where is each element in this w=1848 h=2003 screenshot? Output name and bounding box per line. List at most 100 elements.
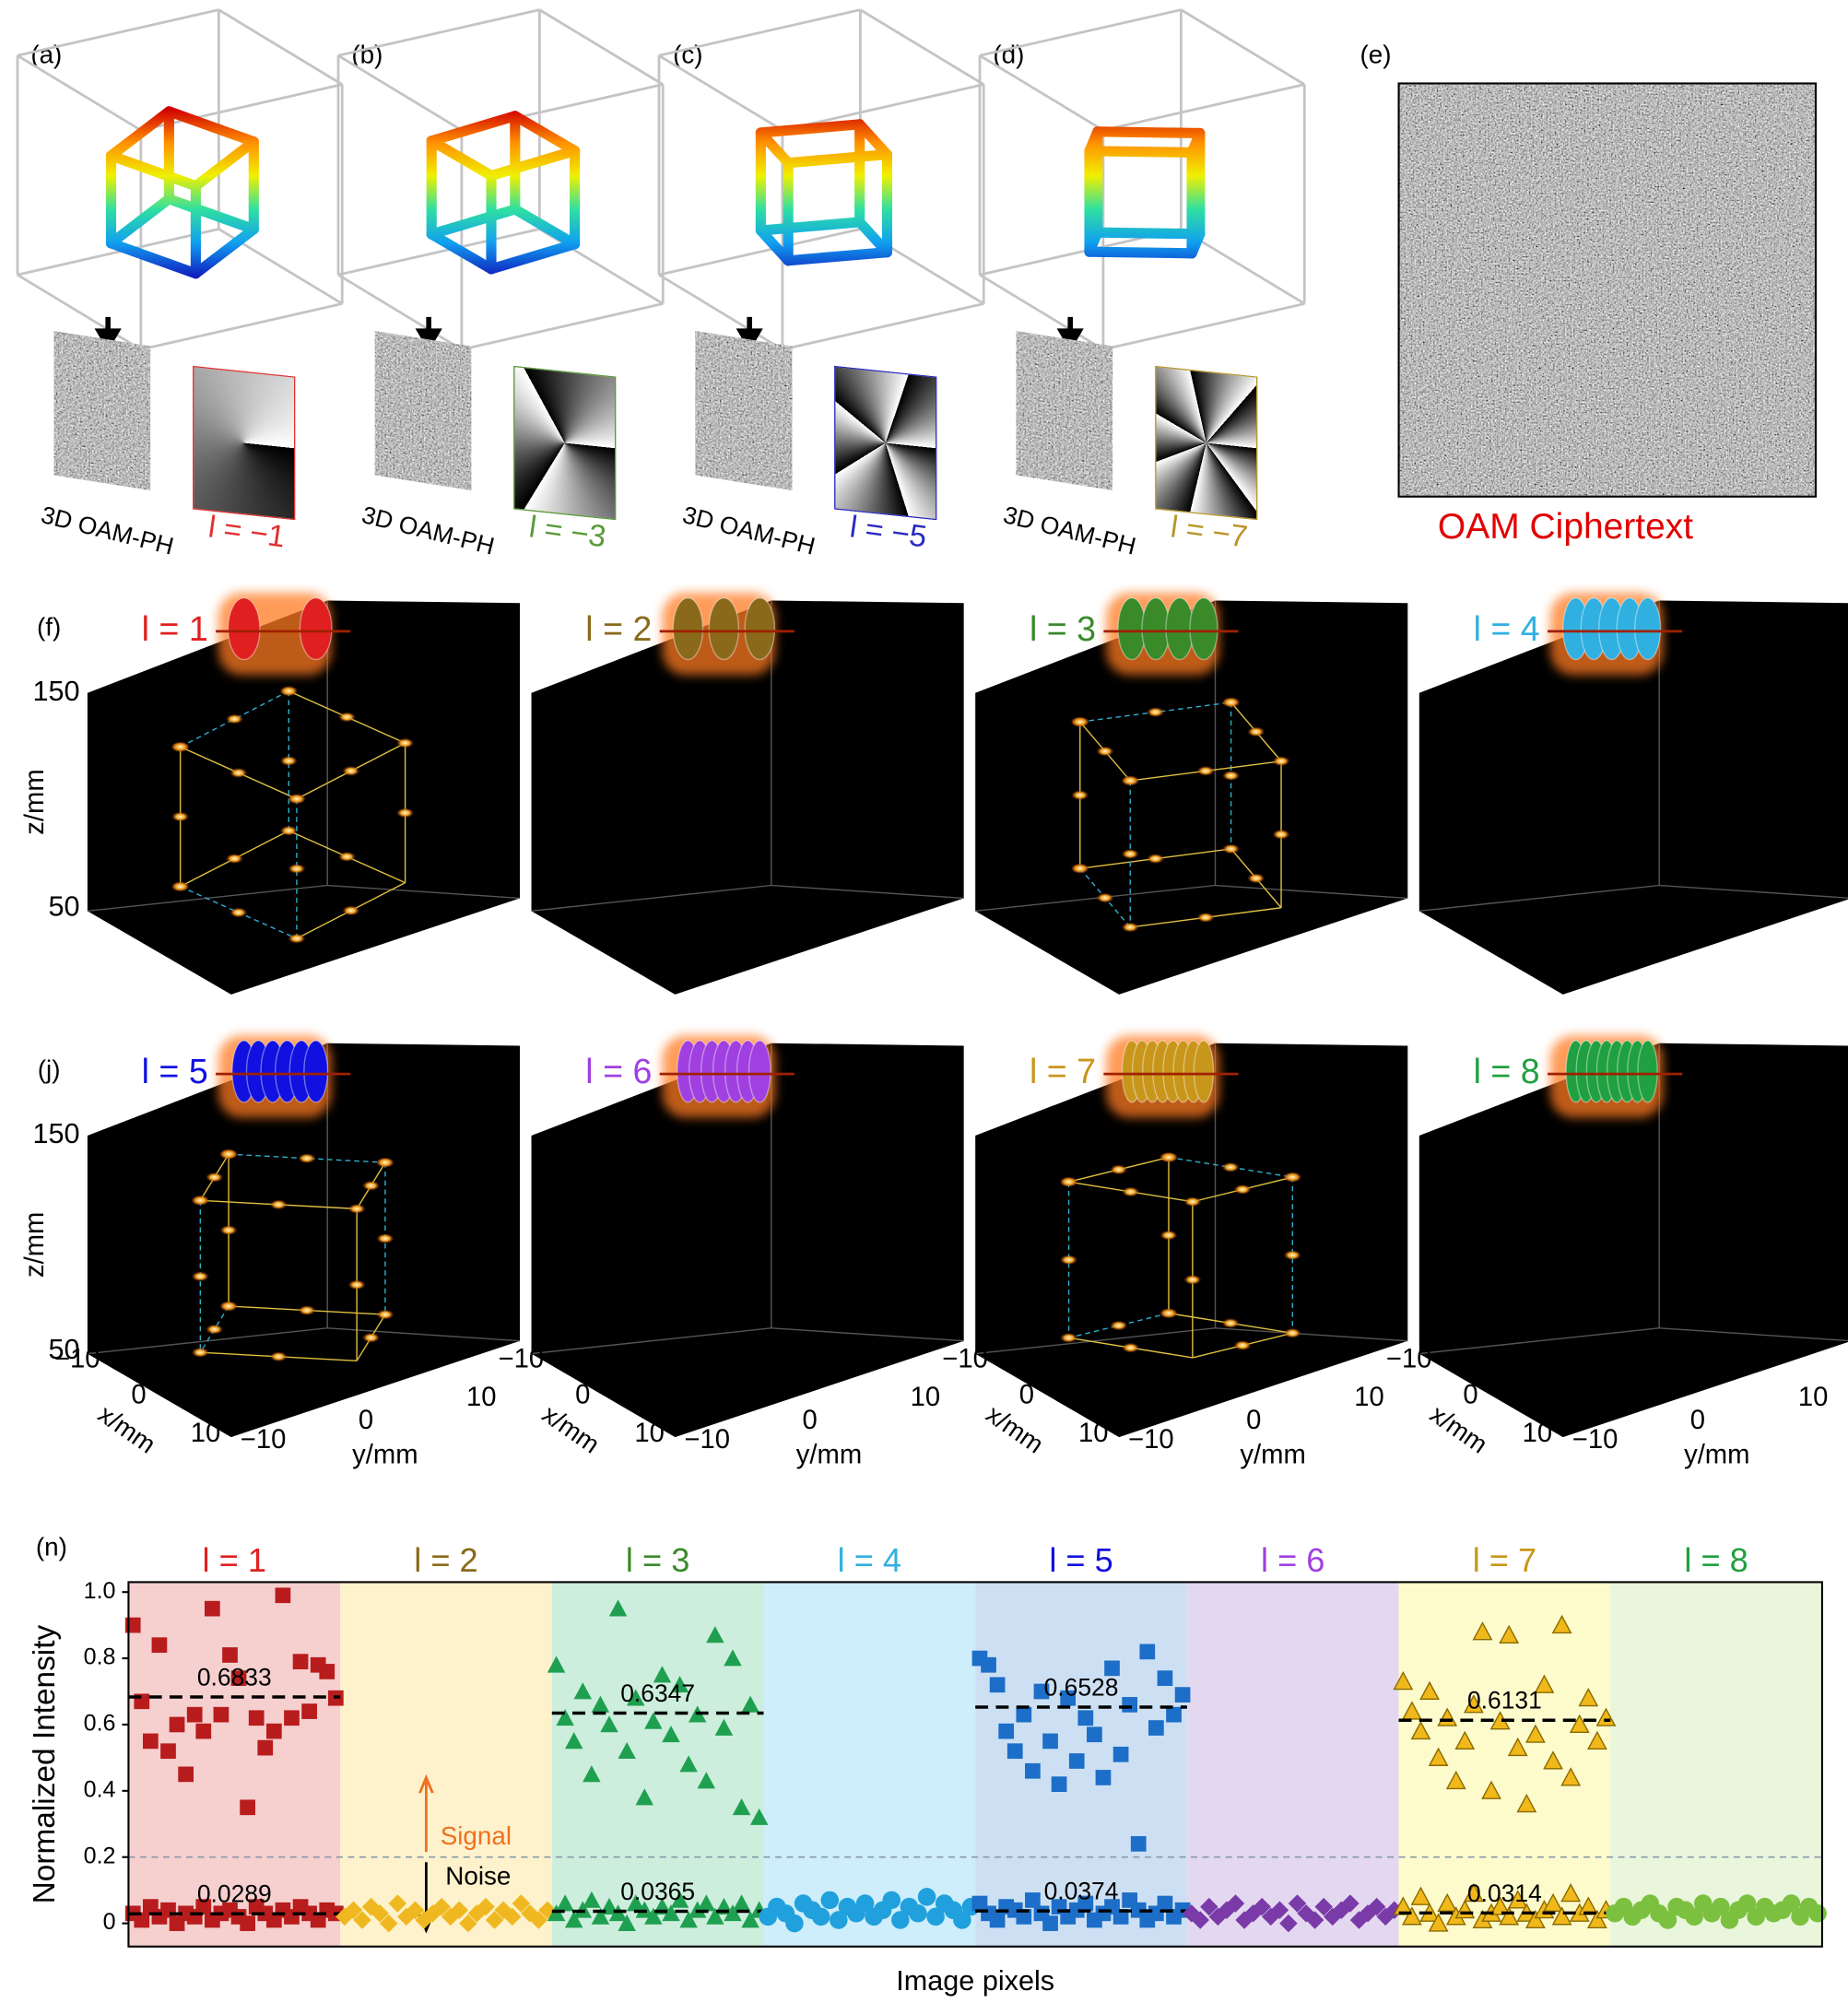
bounding-box-edge [17,8,219,57]
reconstruction-spot [1096,892,1114,903]
point [998,1723,1015,1739]
point [1428,1747,1449,1766]
point [926,1907,945,1926]
y-tick-label: −10 [1572,1425,1618,1455]
object-cube-edge [190,136,259,192]
mean-label: 0.0365 [620,1878,695,1905]
point [1148,1720,1164,1736]
point [1068,1753,1085,1769]
y-tick-label: 1.0 [84,1578,116,1604]
point [626,1689,645,1706]
reconstruction-spot [1196,765,1215,776]
reconstruction-spot [1159,1151,1178,1163]
point [1524,1909,1546,1929]
point [1737,1894,1757,1913]
bounding-box-edge [1102,83,1305,132]
point [1112,1909,1129,1925]
object-cube-edge [1084,246,1197,259]
reconstruction-spot [288,863,306,875]
group-label: l = 8 [1684,1541,1748,1579]
reconstruction-spot [1221,1161,1240,1172]
point [644,1907,663,1925]
point [1077,1895,1094,1912]
beam-lobe [227,597,261,661]
reconstruction-spot [1183,1274,1202,1285]
y-tick-label: 0 [802,1406,817,1435]
z-axis-label: z/mm [20,1212,50,1278]
point [1006,1743,1023,1760]
reconstruction-spot [269,1351,288,1362]
panel-label: (h) [921,612,952,641]
x-axis-label: x/mm [537,1399,605,1458]
point [213,1706,230,1723]
volume [975,600,1408,995]
point [1122,1697,1138,1713]
reconstruction-spot [1183,1196,1202,1208]
reconstruction-spot [225,853,244,865]
reconstruction-spot [1272,829,1290,840]
point [1499,1624,1520,1644]
bounding-box-edge [140,83,343,132]
arrow [415,316,442,352]
reconstruction-spot [219,1301,238,1312]
bounding-box-edge [17,273,142,351]
annotation: Signal [441,1821,512,1850]
point [1393,1671,1414,1691]
x-tick-label: 10 [1523,1419,1553,1448]
beam-lobe [672,597,704,661]
reconstruction-spot [1110,1164,1128,1175]
bounding-box-edge [658,8,861,57]
point [1016,1909,1032,1925]
phase-pattern [513,365,617,521]
point [1481,1780,1501,1799]
bounding-box-edge [658,228,861,277]
point [635,1788,654,1806]
reconstruction-spot [347,1279,366,1290]
point [1139,1644,1156,1660]
signal-arrow [418,1773,434,1853]
point [1578,1687,1599,1707]
object-cube-edge [486,146,581,182]
volume-edge [87,1043,521,1355]
point [714,1718,734,1736]
point [1560,1767,1582,1786]
hologram [374,331,472,490]
beam-lobe [1193,1040,1215,1103]
point [222,1647,238,1663]
bounding-box-edge [1102,302,1305,351]
plot-frame [127,1581,1823,1948]
reconstruction-edge [1168,1156,1293,1178]
object-cube-edge [755,119,865,138]
beam-lobe [747,1040,771,1103]
reconstruction-spot [342,765,360,776]
point [732,1798,751,1816]
object-cube-edge [426,135,497,182]
point [882,1891,901,1910]
y-axis-label: y/mm [796,1441,862,1470]
bounding-box-edge [658,54,783,132]
point [1516,1793,1537,1813]
reconstruction-spot [279,686,299,697]
object-cube-edge [105,238,201,279]
band [1186,1582,1399,1947]
y-tick-label: 0.8 [84,1644,116,1670]
reconstruction-spot [1096,746,1114,757]
x-tick-label: −10 [942,1344,988,1373]
reconstruction-spot [205,1324,224,1335]
object-cube-edge [510,204,581,250]
point [301,1703,317,1719]
phase-pattern [1155,365,1258,521]
y-tick-label: −10 [241,1425,287,1455]
point [741,1695,759,1713]
point [1025,1892,1041,1908]
volume [531,600,964,995]
point [186,1706,203,1723]
panel-label: (a) [30,41,62,69]
reconstruction-spot [1121,1186,1140,1197]
panel-label: (c) [673,41,702,69]
y-tick-label: 0.2 [84,1843,116,1868]
arrow [94,316,122,352]
reconstruction-spot [1146,706,1165,718]
panel-label: (g) [477,612,509,641]
reconstruction-spot [337,851,357,862]
